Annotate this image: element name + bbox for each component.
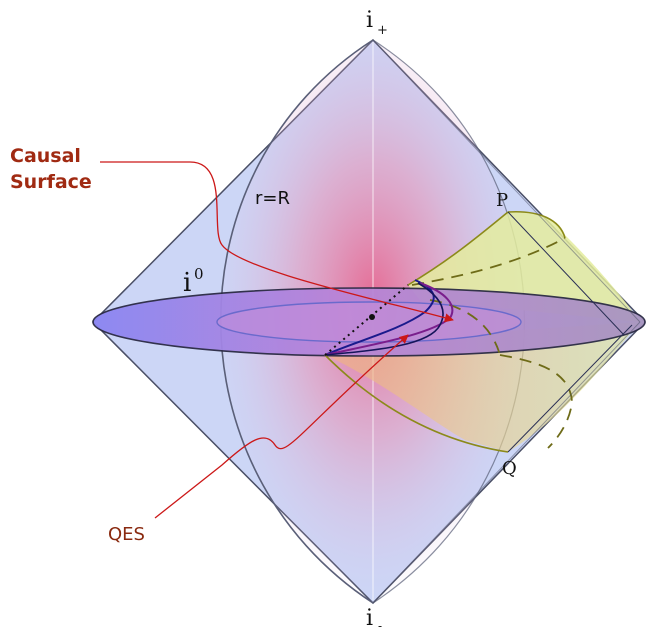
label-point-p: P <box>496 190 508 211</box>
label-i-minus-sub: - <box>378 619 382 633</box>
center-point <box>369 314 375 320</box>
cone-cap-p <box>507 210 566 239</box>
cone-edge-lower <box>324 354 509 453</box>
cone-dashed-upper <box>411 237 566 286</box>
light-ray-q <box>507 324 633 453</box>
light-ray-p <box>507 211 625 336</box>
label-point-q: Q <box>502 458 517 479</box>
dotted-geodesic <box>324 284 409 356</box>
label-causal-surface-1: Causal <box>10 145 81 167</box>
label-r-equals-r: r=R <box>255 188 290 209</box>
right-inner-line <box>372 39 641 323</box>
label-i-minus: i <box>366 606 373 631</box>
qes-arrow <box>154 334 409 519</box>
inner-disk-ring <box>216 301 522 343</box>
label-causal-surface-2: Surface <box>10 171 92 193</box>
label-i-plus-sub: + <box>377 23 388 38</box>
label-i-zero: i <box>183 268 191 298</box>
cone-dashed-lower <box>499 354 573 449</box>
right-inner-line-2 <box>372 321 641 604</box>
label-i-plus: i <box>366 8 373 33</box>
cone-edge-upper <box>407 211 509 286</box>
causal-surface-arrow <box>100 161 454 323</box>
extremal-surface-navy <box>324 282 444 356</box>
extremal-surface-blue <box>324 279 435 356</box>
label-i-zero-sup: 0 <box>194 265 204 283</box>
label-qes: QES <box>108 524 145 545</box>
